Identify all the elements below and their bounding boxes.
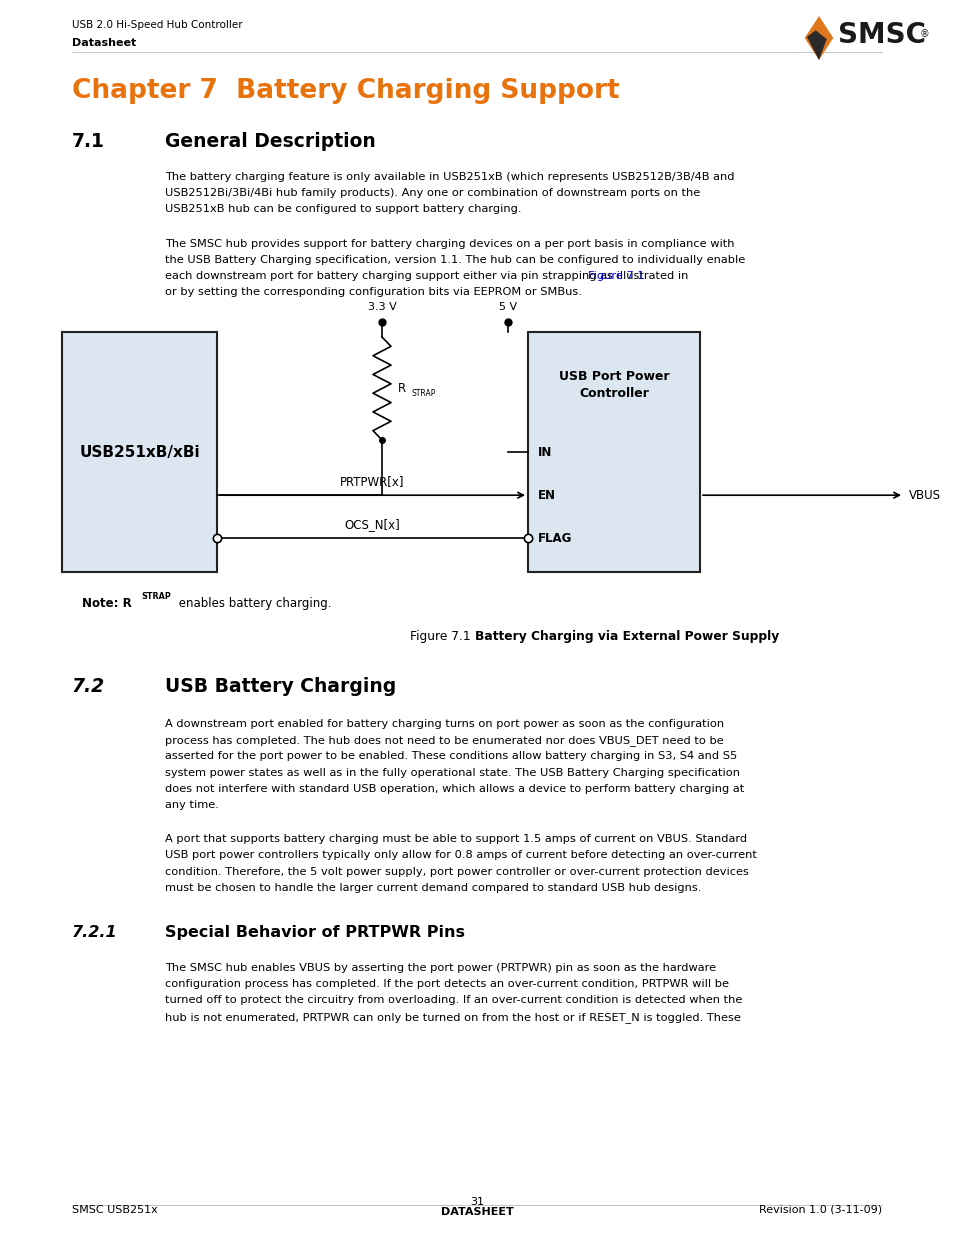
Text: R: R [397, 382, 406, 395]
Text: SMSC: SMSC [837, 21, 924, 48]
Text: A port that supports battery charging must be able to support 1.5 amps of curren: A port that supports battery charging mu… [165, 834, 746, 845]
Text: The SMSC hub enables VBUS by asserting the port power (PRTPWR) pin as soon as th: The SMSC hub enables VBUS by asserting t… [165, 963, 716, 973]
Text: A downstream port enabled for battery charging turns on port power as soon as th: A downstream port enabled for battery ch… [165, 719, 723, 729]
Text: 7.2: 7.2 [71, 677, 105, 697]
Text: Revision 1.0 (3-11-09): Revision 1.0 (3-11-09) [758, 1205, 882, 1215]
Text: Datasheet: Datasheet [71, 38, 136, 48]
Text: process has completed. The hub does not need to be enumerated nor does VBUS_DET : process has completed. The hub does not … [165, 735, 723, 746]
Text: ®: ® [919, 28, 928, 38]
Text: condition. Therefore, the 5 volt power supply, port power controller or over-cur: condition. Therefore, the 5 volt power s… [165, 867, 748, 877]
Text: must be chosen to handle the larger current demand compared to standard USB hub : must be chosen to handle the larger curr… [165, 883, 700, 893]
Text: The battery charging feature is only available in USB251xB (which represents USB: The battery charging feature is only ava… [165, 172, 734, 182]
Text: General Description: General Description [165, 132, 375, 151]
Text: VBUS: VBUS [908, 489, 940, 501]
Text: PRTPWR[x]: PRTPWR[x] [340, 475, 404, 488]
Polygon shape [804, 16, 832, 61]
Text: EN: EN [537, 489, 556, 501]
Text: USB 2.0 Hi-Speed Hub Controller: USB 2.0 Hi-Speed Hub Controller [71, 20, 242, 30]
Text: SMSC USB251x: SMSC USB251x [71, 1205, 157, 1215]
Text: 7.1: 7.1 [71, 132, 105, 151]
Polygon shape [806, 31, 826, 61]
Text: STRAP: STRAP [141, 593, 172, 601]
Text: 5 V: 5 V [498, 303, 517, 312]
Text: system power states as well as in the fully operational state. The USB Battery C: system power states as well as in the fu… [165, 768, 740, 778]
Text: Figure 7.1: Figure 7.1 [410, 630, 475, 643]
Text: hub is not enumerated, PRTPWR can only be turned on from the host or if RESET_N : hub is not enumerated, PRTPWR can only b… [165, 1011, 740, 1023]
Text: any time.: any time. [165, 800, 218, 810]
Text: USB port power controllers typically only allow for 0.8 amps of current before d: USB port power controllers typically onl… [165, 851, 756, 861]
Text: Battery Charging via External Power Supply: Battery Charging via External Power Supp… [475, 630, 779, 643]
Text: does not interfere with standard USB operation, which allows a device to perform: does not interfere with standard USB ope… [165, 784, 743, 794]
Text: configuration process has completed. If the port detects an over-current conditi: configuration process has completed. If … [165, 979, 728, 989]
Text: 7.2.1: 7.2.1 [71, 925, 117, 940]
Text: IN: IN [537, 446, 552, 458]
Text: Note: R: Note: R [82, 597, 132, 610]
Text: Special Behavior of PRTPWR Pins: Special Behavior of PRTPWR Pins [165, 925, 464, 940]
Text: Figure 7.1: Figure 7.1 [588, 270, 644, 282]
Text: FLAG: FLAG [537, 532, 572, 545]
Text: USB Port Power
Controller: USB Port Power Controller [558, 369, 669, 400]
Text: 31: 31 [470, 1197, 483, 1207]
Text: or by setting the corresponding configuration bits via EEPROM or SMBus.: or by setting the corresponding configur… [165, 288, 581, 298]
Text: turned off to protect the circuitry from overloading. If an over-current conditi: turned off to protect the circuitry from… [165, 995, 741, 1005]
Text: STRAP: STRAP [412, 389, 436, 398]
Bar [527, 332, 700, 572]
Bar [62, 332, 216, 572]
Text: DATASHEET: DATASHEET [440, 1207, 513, 1216]
Text: USB251xB hub can be configured to support battery charging.: USB251xB hub can be configured to suppor… [165, 205, 521, 215]
Text: USB251xB/xBi: USB251xB/xBi [79, 445, 199, 459]
Text: the USB Battery Charging specification, version 1.1. The hub can be configured t: the USB Battery Charging specification, … [165, 254, 744, 264]
Text: The SMSC hub provides support for battery charging devices on a per port basis i: The SMSC hub provides support for batter… [165, 238, 734, 248]
Text: asserted for the port power to be enabled. These conditions allow battery chargi: asserted for the port power to be enable… [165, 751, 737, 762]
Text: OCS_N[x]: OCS_N[x] [344, 519, 400, 531]
Text: each downstream port for battery charging support either via pin strapping as il: each downstream port for battery chargin… [165, 270, 691, 282]
Text: USB Battery Charging: USB Battery Charging [165, 677, 395, 697]
Text: 3.3 V: 3.3 V [367, 303, 395, 312]
Text: Chapter 7  Battery Charging Support: Chapter 7 Battery Charging Support [71, 78, 619, 104]
Text: USB2512Bi/3Bi/4Bi hub family products). Any one or combination of downstream por: USB2512Bi/3Bi/4Bi hub family products). … [165, 188, 700, 198]
Text: enables battery charging.: enables battery charging. [174, 597, 331, 610]
